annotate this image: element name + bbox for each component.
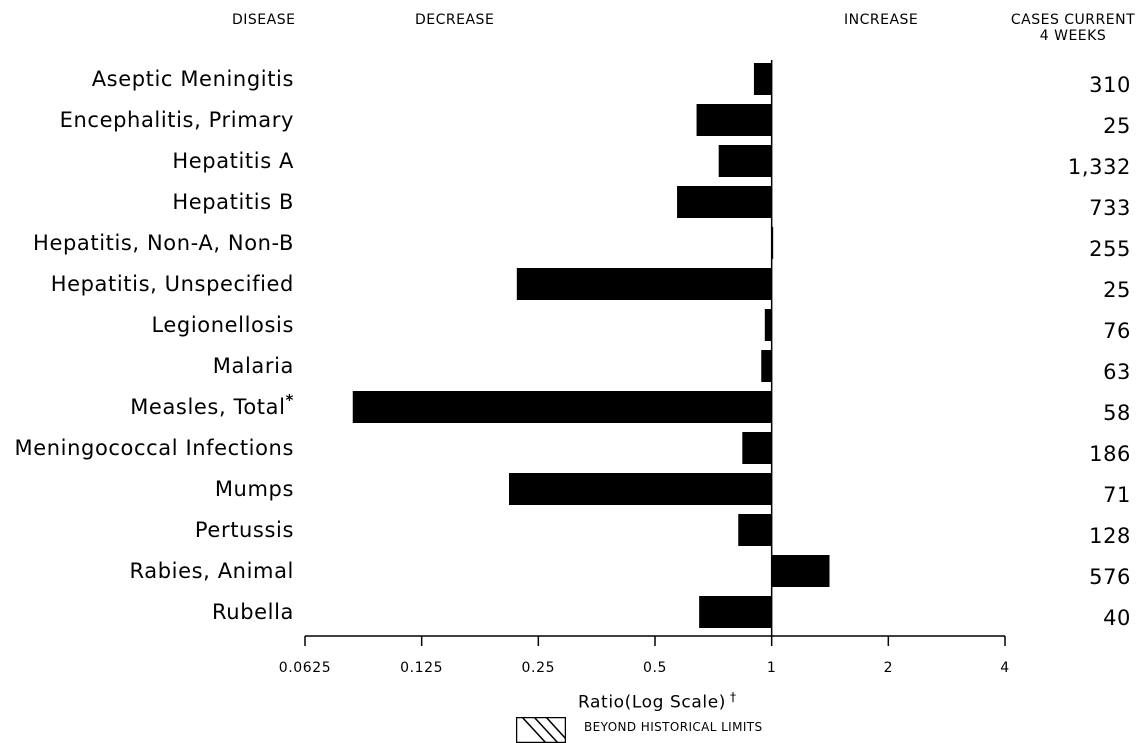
case-count: 186 bbox=[1089, 442, 1131, 466]
x-tick-label: 0.25 bbox=[522, 660, 556, 676]
category-label: Pertussis bbox=[195, 518, 294, 542]
x-tick-label: 0.5 bbox=[643, 660, 667, 676]
bar bbox=[738, 514, 772, 546]
case-count: 255 bbox=[1089, 237, 1131, 261]
legend-label: BEYOND HISTORICAL LIMITS bbox=[584, 720, 763, 734]
dagger-mark: † bbox=[730, 690, 737, 704]
increase-header: INCREASE bbox=[844, 12, 919, 28]
bar bbox=[742, 432, 772, 464]
case-count: 71 bbox=[1103, 483, 1131, 507]
case-count: 733 bbox=[1089, 196, 1131, 220]
bar bbox=[516, 268, 772, 300]
case-count: 76 bbox=[1103, 319, 1131, 343]
cases-column-header: CASES CURRENT 4 WEEKS bbox=[1007, 12, 1139, 44]
category-label: Encephalitis, Primary bbox=[60, 108, 294, 132]
bar bbox=[771, 227, 774, 259]
category-label: Malaria bbox=[213, 354, 294, 378]
category-label: Legionellosis bbox=[151, 313, 294, 337]
cases-header-line1: CASES CURRENT bbox=[1010, 12, 1136, 28]
case-count: 128 bbox=[1089, 524, 1131, 548]
bar bbox=[508, 473, 772, 505]
x-tick-label: 0.125 bbox=[400, 660, 443, 676]
category-label: Aseptic Meningitis bbox=[92, 67, 294, 91]
case-count: 58 bbox=[1103, 401, 1131, 425]
x-axis-title-text: Ratio(Log Scale) bbox=[578, 692, 727, 713]
bar bbox=[761, 350, 772, 382]
bar bbox=[771, 555, 830, 587]
disease-column-header: DISEASE bbox=[232, 12, 296, 28]
hatched-legend-swatch bbox=[516, 717, 566, 743]
category-label: Hepatitis B bbox=[172, 190, 294, 214]
case-count: 25 bbox=[1103, 114, 1131, 138]
case-count: 63 bbox=[1103, 360, 1131, 384]
bar bbox=[718, 145, 772, 177]
bar bbox=[352, 391, 772, 423]
bar bbox=[753, 63, 772, 95]
bar bbox=[696, 104, 772, 136]
case-count: 576 bbox=[1089, 565, 1131, 589]
category-label: Hepatitis, Non-A, Non-B bbox=[33, 231, 294, 255]
category-label: Rabies, Animal bbox=[130, 559, 294, 583]
category-label: Hepatitis A bbox=[172, 149, 294, 173]
case-count: 25 bbox=[1103, 278, 1131, 302]
case-count: 40 bbox=[1103, 606, 1131, 630]
category-label: Meningococcal Infections bbox=[15, 436, 294, 460]
decrease-header: DECREASE bbox=[415, 12, 495, 28]
x-axis-title: Ratio(Log Scale) † bbox=[578, 690, 737, 713]
bar bbox=[699, 596, 772, 628]
x-tick-label: 0.0625 bbox=[279, 660, 332, 676]
x-tick-label: 1 bbox=[767, 660, 777, 676]
category-footnote-mark: * bbox=[286, 391, 294, 409]
category-label: Mumps bbox=[215, 477, 294, 501]
category-label: Measles, Total* bbox=[130, 391, 294, 419]
bar bbox=[764, 309, 772, 341]
x-tick-label: 4 bbox=[1000, 660, 1010, 676]
bar bbox=[677, 186, 772, 218]
case-count: 1,332 bbox=[1068, 155, 1131, 179]
category-label: Rubella bbox=[212, 600, 294, 624]
x-tick-label: 2 bbox=[884, 660, 894, 676]
cases-header-line2: 4 WEEKS bbox=[1039, 28, 1107, 44]
category-label: Hepatitis, Unspecified bbox=[51, 272, 294, 296]
case-count: 310 bbox=[1089, 73, 1131, 97]
